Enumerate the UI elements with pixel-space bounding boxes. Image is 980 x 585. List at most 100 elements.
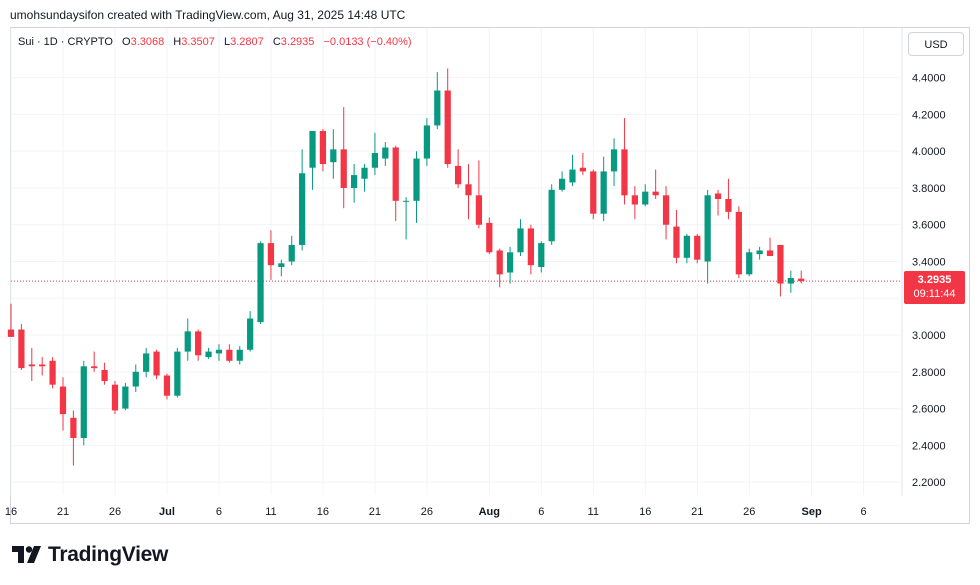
candle-body (39, 364, 46, 367)
candle-body (590, 171, 597, 214)
candle-body (49, 360, 56, 385)
low-label: L (223, 36, 231, 48)
candle-body (278, 263, 285, 268)
x-tick-label: Jul (159, 506, 175, 518)
candle-body (267, 243, 275, 266)
candle-body (631, 195, 638, 205)
y-tick-label: 2.2000 (912, 477, 946, 489)
y-tick-label: 3.6000 (912, 220, 946, 232)
candle-body (402, 200, 410, 202)
y-tick-label: 2.6000 (912, 404, 946, 416)
candle-body (163, 375, 171, 396)
y-tick-label: 3.0000 (912, 330, 946, 342)
x-tick-label: 21 (369, 506, 381, 518)
candle-body (247, 318, 254, 350)
x-tick-label: 21 (57, 506, 69, 518)
x-tick-label: 26 (743, 506, 755, 518)
y-tick-label: 3.8000 (912, 183, 946, 195)
countdown-value: 09:11:44 (913, 288, 956, 300)
y-tick-label: 4.2000 (912, 109, 946, 121)
candle-body (184, 331, 191, 352)
candle-body (569, 169, 576, 183)
candle-body (7, 329, 15, 337)
x-tick-label: 11 (588, 506, 599, 518)
close-label: C (272, 36, 281, 48)
candle-body (143, 353, 150, 372)
candle-body (423, 125, 431, 159)
currency-button[interactable]: USD (908, 32, 964, 56)
candle-body (153, 351, 160, 376)
brand[interactable]: TradingView (12, 543, 168, 567)
candle-body (434, 90, 441, 126)
candle-body (80, 366, 87, 439)
candle-body (132, 371, 139, 387)
y-tick-label: 2.8000 (912, 367, 946, 379)
open-label: O (122, 36, 131, 48)
y-tick-label: 3.4000 (912, 257, 946, 269)
candle-body (486, 222, 493, 253)
candle-body (340, 149, 347, 188)
candle-body (413, 158, 420, 201)
candle-body (766, 250, 774, 256)
change-value: −0.0133 (−0.40%) (323, 36, 412, 48)
candle-body (257, 243, 264, 323)
candle-body (506, 252, 514, 273)
tradingview-logo-icon (12, 546, 41, 563)
candle-body (621, 149, 628, 196)
candle-body (226, 349, 233, 361)
candle-body (236, 349, 243, 361)
candle-body (558, 178, 566, 190)
candle-body (517, 228, 524, 253)
candle-body (694, 235, 701, 260)
candle-body (444, 90, 451, 165)
open-value: 3.3068 (130, 36, 165, 48)
candle-body (527, 228, 535, 266)
symbol-label[interactable]: Sui · 1D · CRYPTO (18, 36, 113, 48)
high-value: 3.3507 (181, 36, 215, 48)
y-tick-label: 4.0000 (912, 146, 946, 158)
candle-body (714, 193, 722, 199)
y-tick-label: 4.4000 (912, 73, 946, 85)
candle-body (111, 384, 119, 411)
candle-body (70, 417, 77, 439)
candle-body (704, 195, 711, 262)
x-tick-label: 26 (109, 506, 121, 518)
candle-body (361, 167, 368, 179)
high-label: H (173, 36, 182, 48)
candle-body (475, 195, 483, 225)
candle-body (798, 278, 805, 282)
candle-body (538, 243, 545, 268)
candle-body (91, 366, 98, 369)
candle-body (392, 147, 399, 201)
candle-body (777, 244, 784, 284)
candle-body (579, 167, 586, 172)
candle-body (382, 147, 389, 159)
candle-body (548, 189, 555, 242)
candle-body (28, 364, 35, 367)
candle-body (610, 149, 618, 172)
x-tick-label: 6 (538, 506, 544, 518)
candle-body (756, 250, 763, 255)
candle-body (18, 329, 25, 369)
x-tick-label: 16 (317, 506, 329, 518)
x-tick-label: 11 (265, 506, 276, 518)
candle-body (496, 250, 503, 275)
x-tick-label: 16 (639, 506, 651, 518)
candle-body (662, 195, 670, 225)
candle-body (299, 173, 306, 245)
candle-body (122, 386, 129, 409)
candle-body (101, 369, 108, 382)
close-value: 3.2935 (280, 36, 315, 48)
candle-body (600, 171, 607, 214)
candle-body (319, 130, 327, 165)
candle-body (652, 191, 659, 196)
candlestick-chart[interactable]: 2.20002.40002.60002.80003.00003.20003.40… (0, 0, 980, 525)
candle-body (288, 244, 295, 262)
candle-body (59, 386, 67, 415)
chart-credit: umohsundaysifon created with TradingView… (10, 8, 406, 22)
candle-body (735, 211, 742, 275)
x-tick-label: 26 (421, 506, 433, 518)
candle-body (725, 198, 732, 212)
x-tick-label: 21 (691, 506, 703, 518)
candle-body (371, 153, 379, 168)
